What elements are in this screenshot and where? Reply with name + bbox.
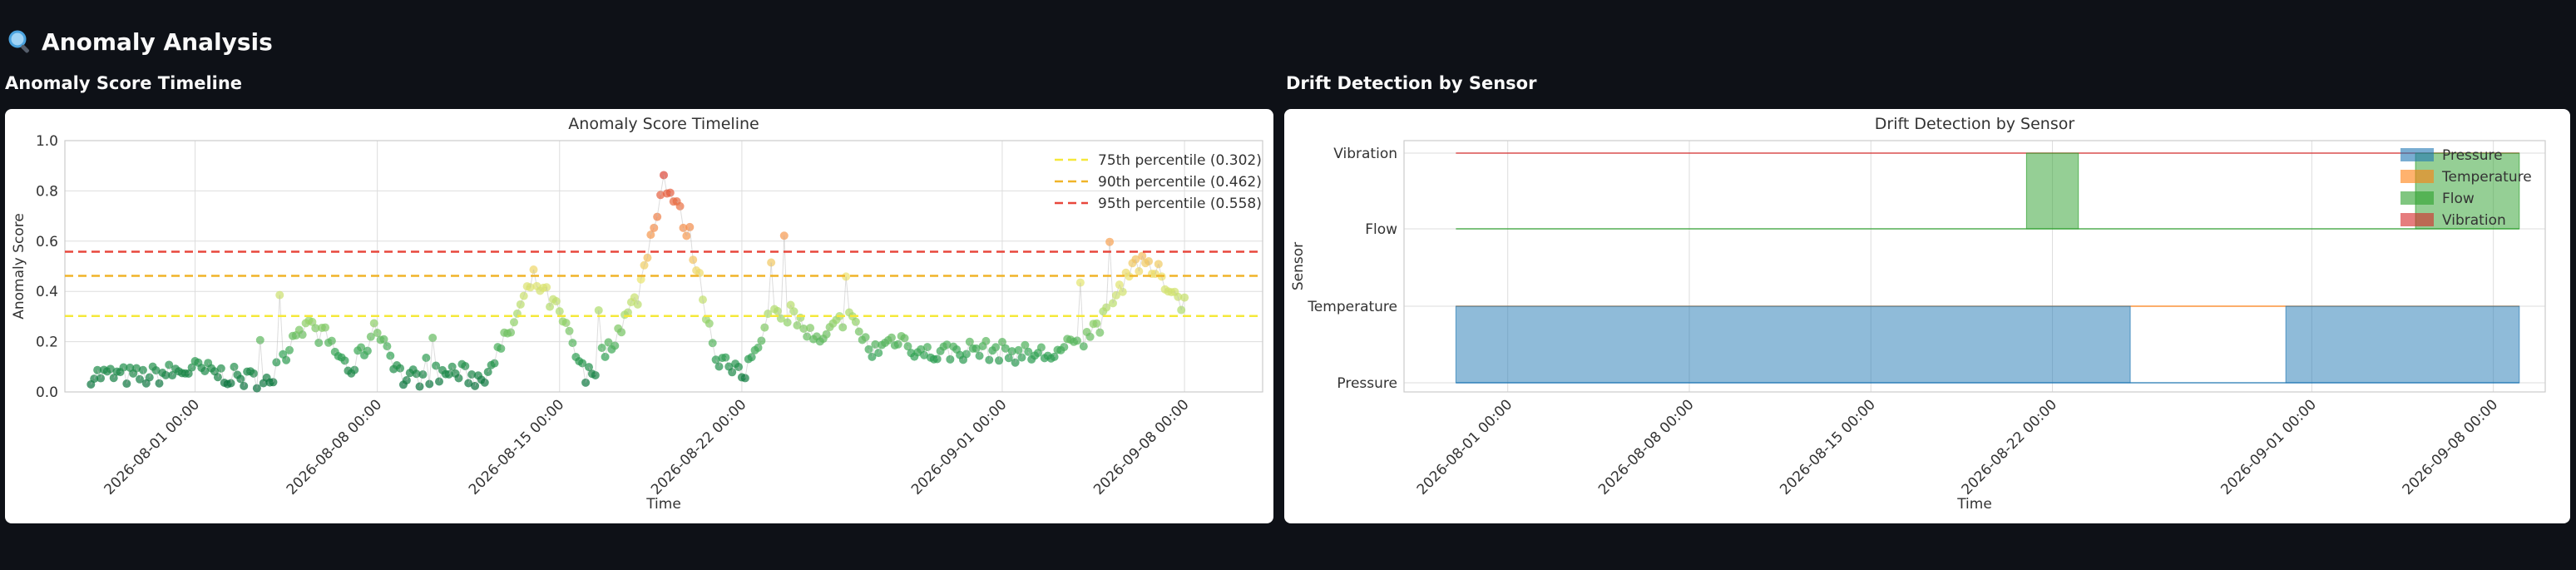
score-connector <box>256 340 261 389</box>
legend-label: 90th percentile (0.462) <box>1098 174 1262 191</box>
legend-swatch <box>2400 213 2434 226</box>
threshold-legend: 75th percentile (0.302) 90th percentile (… <box>1055 152 1262 212</box>
score-point <box>675 201 685 211</box>
score-connector <box>699 272 704 300</box>
score-connector <box>784 235 789 323</box>
score-points-group <box>87 171 1189 393</box>
y-tick-label: Vibration <box>1333 146 1397 162</box>
score-connector <box>428 337 433 384</box>
drift-region <box>1455 305 2131 384</box>
score-connector <box>425 357 430 384</box>
x-tick-label: 2026-08-01 00:00 <box>1414 396 1515 498</box>
chart-title: Anomaly Score Timeline <box>568 115 759 133</box>
score-connector <box>637 279 642 305</box>
chart-title: Drift Detection by Sensor <box>1875 115 2075 133</box>
y-tick-label: 0.4 <box>36 284 58 300</box>
score-connector <box>842 276 847 328</box>
anomaly-chart-card: Anomaly Score Timeline 0.0 0.2 0.4 0.6 0.8 1.0… <box>5 109 1273 523</box>
page-title-text: Anomaly Analysis <box>42 27 273 56</box>
score-connector <box>595 310 600 375</box>
score-connector <box>767 262 772 315</box>
x-tick-label: 2026-08-08 00:00 <box>1595 396 1697 498</box>
x-tick-label: 2026-08-22 00:00 <box>1959 396 2060 498</box>
score-point <box>213 373 222 382</box>
y-tick-label: Pressure <box>1337 375 1397 392</box>
y-axis-label: Anomaly Score <box>11 213 27 320</box>
legend-label: Pressure <box>2442 147 2503 164</box>
legend-label: Vibration <box>2442 212 2506 229</box>
score-connector <box>432 337 437 366</box>
score-point <box>653 212 662 221</box>
drift-section-title: Drift Detection by Sensor <box>1286 73 1537 93</box>
score-point <box>656 191 665 200</box>
sensor-legend: Pressure Temperature Flow Vibration <box>2400 147 2532 229</box>
y-tick-label: 0.8 <box>36 183 58 200</box>
legend-label: Flow <box>2442 191 2475 207</box>
y-tick-label: 0.0 <box>36 384 58 401</box>
score-connector <box>845 276 850 313</box>
y-tick-label: Flow <box>1365 221 1397 238</box>
plot-frame <box>1403 140 2546 393</box>
score-connector <box>1080 282 1085 347</box>
x-tick-label: 2026-08-15 00:00 <box>466 396 567 498</box>
drift-detection-chart: Drift Detection by Sensor Pressure Tempera… <box>1290 115 2546 513</box>
score-connector <box>1105 241 1110 308</box>
y-tick-label: 1.0 <box>36 133 58 150</box>
y-tick-label: 0.2 <box>36 335 58 351</box>
score-point <box>773 306 782 315</box>
x-tick-label: 2026-09-08 00:00 <box>2400 396 2501 498</box>
magnifier-icon <box>8 30 29 53</box>
legend-swatch <box>2400 191 2434 205</box>
score-point <box>519 291 528 300</box>
drift-chart-card: Drift Detection by Sensor Pressure Tempera… <box>1284 109 2570 523</box>
x-tick-label: 2026-08-08 00:00 <box>284 396 385 498</box>
x-axis-label: Time <box>1956 496 1992 513</box>
score-connector <box>279 295 284 354</box>
x-tick-label: 2026-08-01 00:00 <box>101 396 203 498</box>
x-tick-label: 2026-09-01 00:00 <box>908 396 1010 498</box>
score-connector <box>689 226 694 260</box>
score-point <box>636 275 645 284</box>
y-axis-label: Sensor <box>1290 242 1307 290</box>
score-point <box>779 231 789 240</box>
anomaly-score-chart: Anomaly Score Timeline 0.0 0.2 0.4 0.6 0.8 1.0… <box>11 115 1263 513</box>
score-connector <box>275 295 280 363</box>
x-tick-label: 2026-09-08 00:00 <box>1090 396 1192 498</box>
legend-label: Temperature <box>2441 169 2532 186</box>
x-tick-label: 2026-08-15 00:00 <box>1777 396 1878 498</box>
score-point <box>1115 280 1124 290</box>
legend-swatch <box>2400 170 2434 183</box>
score-point <box>633 300 642 309</box>
legend-label: 95th percentile (0.558) <box>1098 196 1262 212</box>
legend-label: 75th percentile (0.302) <box>1098 152 1262 169</box>
drift-region <box>2025 152 2079 230</box>
score-point <box>660 171 668 180</box>
score-point <box>308 317 317 326</box>
score-point <box>1174 292 1183 301</box>
x-tick-label: 2026-08-22 00:00 <box>648 396 749 498</box>
y-tick-label: Temperature <box>1307 299 1397 315</box>
score-point <box>1180 293 1189 302</box>
plot-frame <box>64 140 1263 393</box>
x-axis-label: Time <box>645 496 681 513</box>
score-point <box>789 307 799 316</box>
legend-swatch <box>2400 148 2434 161</box>
score-connector <box>770 262 775 310</box>
score-point <box>1135 267 1144 276</box>
score-point <box>594 305 603 315</box>
score-connector <box>780 235 785 319</box>
x-tick-label: 2026-09-01 00:00 <box>2218 396 2319 498</box>
anomaly-section-title: Anomaly Score Timeline <box>5 73 243 93</box>
page-title: Anomaly Analysis <box>7 23 273 60</box>
score-connector <box>1076 282 1081 341</box>
drift-region <box>2285 305 2520 384</box>
y-tick-label: 0.6 <box>36 234 58 250</box>
